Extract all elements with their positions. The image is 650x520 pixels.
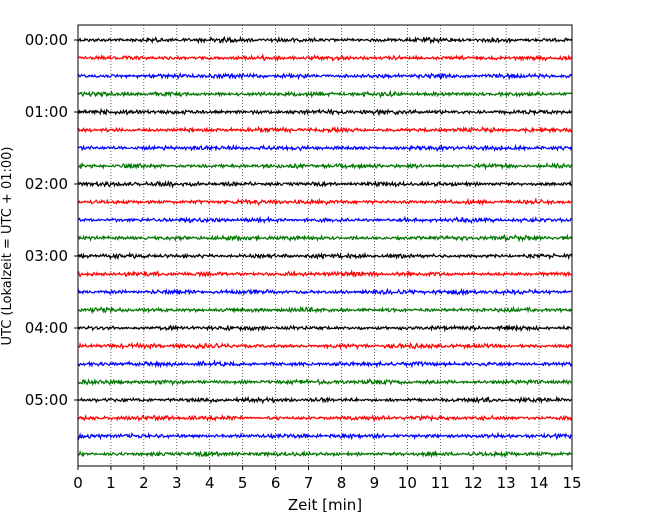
seismogram-trace — [77, 233, 573, 243]
seismogram-trace — [77, 323, 572, 333]
x-tick-label: 5 — [238, 474, 248, 492]
y-tick-label: 02:00 — [25, 175, 68, 193]
x-tick-label: 8 — [337, 474, 347, 492]
seismogram-trace — [77, 395, 572, 405]
seismogram-trace — [77, 251, 573, 261]
seismogram-trace — [77, 431, 572, 441]
seismogram-trace — [77, 161, 572, 171]
x-tick-label: 7 — [304, 474, 314, 492]
x-tick-label: 12 — [464, 474, 483, 492]
x-tick-label: 10 — [398, 474, 417, 492]
x-tick-label: 3 — [172, 474, 182, 492]
y-tick-label: 01:00 — [25, 103, 68, 121]
x-tick-label: 0 — [73, 474, 83, 492]
x-tick-label: 1 — [106, 474, 116, 492]
seismogram-trace — [77, 125, 572, 135]
x-tick-label: 9 — [370, 474, 380, 492]
x-tick-label: 4 — [205, 474, 215, 492]
seismogram-trace — [77, 35, 573, 45]
seismogram-trace — [77, 377, 572, 387]
seismogram-trace — [77, 180, 572, 189]
y-axis-ticks: 00:00 01:00 02:00 03:00 04:00 05:00 — [25, 31, 78, 409]
x-axis-ticks: 0 1 2 3 4 5 6 7 8 9 10 11 12 13 14 15 — [73, 466, 582, 492]
seismogram-trace — [77, 341, 572, 351]
y-tick-label: 05:00 — [25, 391, 68, 409]
x-tick-label: 13 — [497, 474, 516, 492]
x-tick-label: 15 — [562, 474, 581, 492]
seismogram-trace — [77, 107, 573, 117]
y-tick-label: 04:00 — [25, 319, 68, 337]
seismogram-trace — [77, 215, 572, 225]
seismogram-trace — [77, 269, 572, 279]
x-tick-label: 2 — [139, 474, 149, 492]
plot-frame — [77, 24, 573, 467]
seismogram-trace — [77, 52, 572, 62]
x-tick-label: 6 — [271, 474, 281, 492]
seismogram-trace — [77, 413, 573, 423]
seismogram-trace — [77, 305, 572, 315]
x-tick-label: 11 — [431, 474, 450, 492]
x-axis-label: Zeit [min] — [288, 496, 362, 514]
seismogram-trace — [77, 71, 573, 81]
seismogram-trace — [77, 359, 573, 369]
seismogram-trace — [77, 89, 572, 99]
seismogram-traces — [77, 35, 573, 459]
seismogram-trace — [77, 287, 572, 297]
seismogram-trace — [77, 449, 572, 459]
seismogram-trace — [77, 197, 572, 207]
seismogram-trace — [77, 143, 573, 153]
y-tick-label: 03:00 — [25, 247, 68, 265]
y-tick-label: 00:00 — [25, 31, 68, 49]
y-axis-label: UTC (Lokalzeit = UTC + 01:00) — [0, 147, 15, 346]
x-tick-label: 14 — [530, 474, 549, 492]
